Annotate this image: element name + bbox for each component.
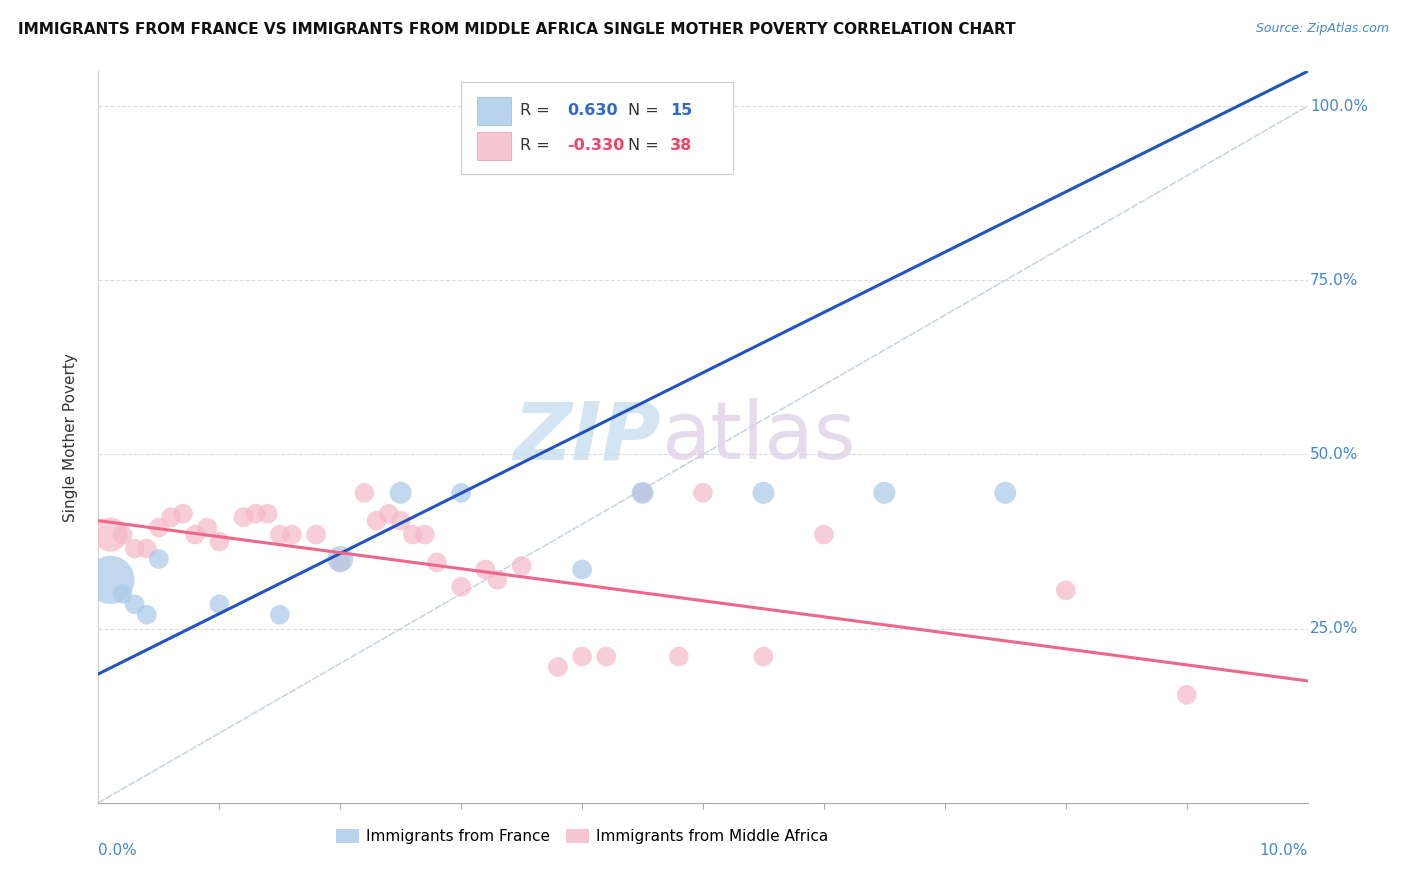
Point xyxy=(510,558,533,573)
Point xyxy=(668,649,690,664)
Point xyxy=(402,527,425,541)
Point xyxy=(208,534,231,549)
Point xyxy=(631,485,654,500)
Text: 25.0%: 25.0% xyxy=(1310,621,1358,636)
Text: 10.0%: 10.0% xyxy=(1260,843,1308,858)
Point xyxy=(486,573,509,587)
Point xyxy=(450,485,472,500)
Text: R =: R = xyxy=(520,138,550,153)
Y-axis label: Single Mother Poverty: Single Mother Poverty xyxy=(63,352,77,522)
Point xyxy=(208,597,231,611)
Point xyxy=(813,527,835,541)
Point xyxy=(474,562,496,576)
Point xyxy=(172,507,194,521)
Text: N =: N = xyxy=(628,138,659,153)
Text: 0.0%: 0.0% xyxy=(98,843,138,858)
Point xyxy=(366,514,388,528)
Point xyxy=(752,649,775,664)
Point xyxy=(329,556,352,570)
Point xyxy=(547,660,569,674)
Text: atlas: atlas xyxy=(661,398,855,476)
Point xyxy=(571,649,593,664)
Point xyxy=(426,556,449,570)
Point xyxy=(305,527,328,541)
Point xyxy=(631,485,654,500)
Point xyxy=(353,485,375,500)
Point xyxy=(111,527,134,541)
Point xyxy=(389,514,412,528)
Point xyxy=(595,649,617,664)
Point xyxy=(256,507,278,521)
Point xyxy=(873,485,896,500)
Text: 75.0%: 75.0% xyxy=(1310,273,1358,288)
Point xyxy=(752,485,775,500)
Point xyxy=(413,527,436,541)
Point xyxy=(994,485,1017,500)
Text: 50.0%: 50.0% xyxy=(1310,447,1358,462)
Point xyxy=(692,485,714,500)
Text: R =: R = xyxy=(520,103,550,118)
Point xyxy=(111,587,134,601)
Point xyxy=(1175,688,1198,702)
Text: 0.630: 0.630 xyxy=(568,103,619,118)
FancyBboxPatch shape xyxy=(477,132,510,160)
Text: 38: 38 xyxy=(671,138,693,153)
Point xyxy=(148,552,170,566)
Point xyxy=(148,521,170,535)
Point xyxy=(269,527,291,541)
Point xyxy=(329,552,352,566)
Text: 100.0%: 100.0% xyxy=(1310,99,1368,113)
Point xyxy=(100,573,122,587)
Text: Source: ZipAtlas.com: Source: ZipAtlas.com xyxy=(1256,22,1389,36)
Point xyxy=(100,527,122,541)
Point xyxy=(160,510,183,524)
Point xyxy=(124,541,146,556)
FancyBboxPatch shape xyxy=(477,97,510,125)
Point xyxy=(232,510,254,524)
Point xyxy=(195,521,218,535)
Point xyxy=(184,527,207,541)
Text: N =: N = xyxy=(628,103,659,118)
Text: IMMIGRANTS FROM FRANCE VS IMMIGRANTS FROM MIDDLE AFRICA SINGLE MOTHER POVERTY CO: IMMIGRANTS FROM FRANCE VS IMMIGRANTS FRO… xyxy=(18,22,1017,37)
Point xyxy=(135,541,157,556)
Point xyxy=(245,507,267,521)
Point xyxy=(450,580,472,594)
Legend: Immigrants from France, Immigrants from Middle Africa: Immigrants from France, Immigrants from … xyxy=(329,822,835,850)
Point xyxy=(124,597,146,611)
Point xyxy=(377,507,399,521)
Point xyxy=(389,485,412,500)
FancyBboxPatch shape xyxy=(461,82,734,174)
Point xyxy=(135,607,157,622)
Text: 15: 15 xyxy=(671,103,693,118)
Point xyxy=(281,527,304,541)
Text: ZIP: ZIP xyxy=(513,398,661,476)
Point xyxy=(1054,583,1077,598)
Point xyxy=(269,607,291,622)
Point xyxy=(571,562,593,576)
Text: -0.330: -0.330 xyxy=(568,138,624,153)
